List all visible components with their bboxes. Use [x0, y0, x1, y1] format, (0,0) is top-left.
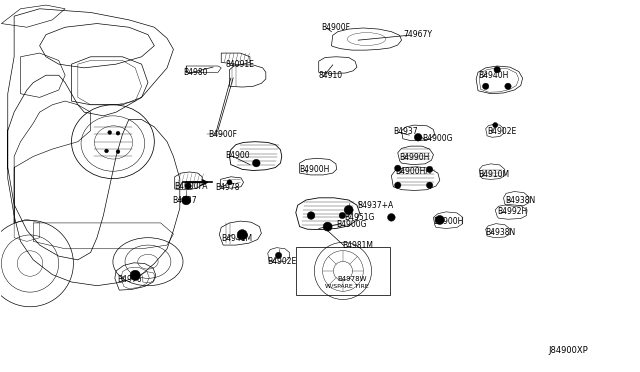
- Circle shape: [494, 67, 500, 73]
- Circle shape: [388, 214, 395, 221]
- Circle shape: [414, 134, 422, 141]
- Circle shape: [344, 206, 353, 214]
- Circle shape: [185, 183, 191, 189]
- Text: B4937: B4937: [172, 196, 196, 205]
- Text: B4981M: B4981M: [342, 241, 373, 250]
- Text: J84900XP: J84900XP: [548, 346, 588, 355]
- Text: B4900H: B4900H: [433, 217, 464, 225]
- Circle shape: [323, 222, 332, 231]
- Circle shape: [339, 212, 346, 219]
- Circle shape: [426, 166, 433, 173]
- Circle shape: [227, 180, 232, 185]
- Circle shape: [104, 149, 108, 153]
- Text: B4902E: B4902E: [268, 257, 297, 266]
- Circle shape: [116, 150, 120, 154]
- Text: 84091E: 84091E: [226, 60, 255, 70]
- Text: B4900HA: B4900HA: [395, 167, 431, 176]
- Text: B4976: B4976: [117, 275, 142, 283]
- Text: B4940H: B4940H: [478, 71, 508, 80]
- Circle shape: [182, 196, 191, 205]
- Text: B4938N: B4938N: [505, 196, 535, 205]
- Text: B4900F: B4900F: [209, 130, 237, 139]
- Circle shape: [116, 131, 120, 135]
- Circle shape: [275, 252, 282, 259]
- Text: B4937+A: B4937+A: [357, 201, 393, 210]
- Circle shape: [252, 159, 260, 167]
- Bar: [296, 247, 390, 295]
- Circle shape: [108, 131, 111, 134]
- Text: B4938N: B4938N: [486, 228, 516, 237]
- Text: B4978W: B4978W: [338, 276, 367, 282]
- Text: B4951G: B4951G: [344, 213, 374, 222]
- Circle shape: [435, 215, 444, 224]
- Text: B4900: B4900: [226, 151, 250, 160]
- Text: B4900G: B4900G: [337, 219, 367, 228]
- Circle shape: [237, 230, 247, 240]
- Text: B4902E: B4902E: [487, 127, 516, 136]
- Circle shape: [505, 83, 511, 90]
- Text: B4900F: B4900F: [321, 23, 350, 32]
- Circle shape: [394, 182, 401, 189]
- Text: B4937: B4937: [394, 127, 418, 136]
- Text: B4978: B4978: [215, 183, 239, 192]
- Text: 84910: 84910: [319, 71, 343, 80]
- Text: B4910M: B4910M: [478, 170, 509, 179]
- Text: B4900FA: B4900FA: [175, 182, 208, 191]
- Text: 74967Y: 74967Y: [403, 30, 432, 39]
- Circle shape: [130, 270, 140, 280]
- Circle shape: [426, 182, 433, 189]
- Text: B4992H: B4992H: [497, 207, 527, 217]
- Text: B4980: B4980: [183, 68, 207, 77]
- Text: B4941M: B4941M: [221, 234, 252, 243]
- Circle shape: [483, 83, 489, 90]
- Text: B4990H: B4990H: [399, 153, 430, 162]
- Circle shape: [493, 122, 498, 128]
- Text: W/SPARE TIRE: W/SPARE TIRE: [325, 284, 369, 289]
- Circle shape: [307, 212, 315, 219]
- Circle shape: [394, 165, 401, 171]
- Text: B4900G: B4900G: [422, 134, 452, 143]
- Text: B4900H: B4900H: [300, 165, 330, 174]
